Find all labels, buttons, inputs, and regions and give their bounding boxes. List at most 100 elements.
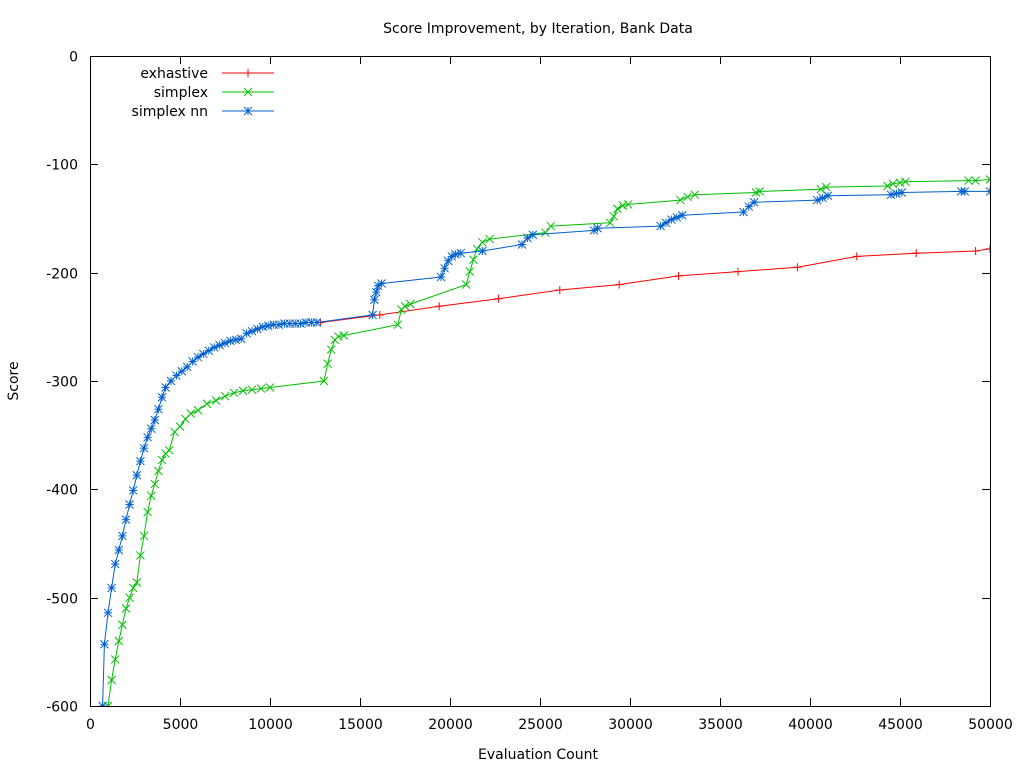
- data-point: [605, 218, 615, 228]
- data-point: [971, 247, 980, 255]
- data-point: [334, 332, 343, 341]
- data-point: [164, 445, 174, 455]
- data-point: [157, 455, 167, 465]
- data-point: [157, 392, 167, 402]
- data-point: [674, 271, 683, 280]
- data-point: [323, 359, 332, 369]
- data-point: [623, 200, 633, 209]
- legend-label: exhastive: [140, 66, 208, 82]
- data-point: [478, 246, 487, 256]
- data-point: [326, 345, 336, 354]
- x-axis-label: Evaluation Count: [478, 747, 598, 763]
- data-point: [118, 620, 127, 630]
- legend-label: simplex nn: [132, 104, 208, 120]
- data-point: [897, 188, 907, 197]
- data-point: [125, 500, 134, 509]
- x-tick-label: 10000: [248, 717, 293, 733]
- data-point: [985, 187, 990, 196]
- data-point: [436, 272, 446, 282]
- data-point: [193, 405, 203, 415]
- data-point: [618, 201, 628, 210]
- y-tick-label: -600: [46, 700, 78, 716]
- data-point: [154, 466, 163, 476]
- data-point: [371, 287, 381, 297]
- data-point: [816, 184, 826, 194]
- x-tick-label: 5000: [163, 717, 199, 733]
- data-point: [593, 223, 602, 233]
- y-tick-label: 0: [69, 50, 78, 66]
- data-point: [901, 177, 910, 187]
- data-point: [143, 507, 152, 517]
- data-point: [146, 424, 156, 434]
- data-point: [377, 279, 386, 288]
- data-point: [676, 195, 685, 205]
- data-point: [166, 376, 176, 386]
- data-point: [128, 583, 138, 593]
- x-tick-label: 20000: [428, 717, 473, 733]
- data-point: [755, 187, 764, 196]
- data-point: [478, 237, 487, 247]
- data-point: [406, 299, 415, 309]
- x-tick-label: 15000: [338, 717, 383, 733]
- data-point: [370, 295, 379, 305]
- data-point: [615, 280, 624, 289]
- data-point: [247, 385, 257, 395]
- data-point: [231, 335, 241, 345]
- data-point: [465, 267, 475, 276]
- legend-item: simplex nn: [132, 104, 274, 120]
- x-tick-label: 40000: [788, 717, 833, 733]
- series-simplex-nn: [98, 187, 990, 706]
- data-point: [375, 310, 384, 319]
- data-point: [172, 371, 181, 380]
- series-exhastive: [316, 244, 990, 327]
- legend-item: simplex: [154, 85, 274, 101]
- data-point: [852, 252, 861, 261]
- y-tick-label: -100: [46, 158, 78, 174]
- y-tick-label: -300: [46, 375, 78, 391]
- data-point: [274, 320, 284, 330]
- data-point: [146, 491, 156, 501]
- series-line: [107, 179, 990, 706]
- data-point: [211, 396, 221, 405]
- x-tick-label: 45000: [878, 717, 923, 733]
- data-point: [121, 604, 131, 613]
- data-point: [238, 386, 248, 396]
- data-point: [821, 182, 831, 192]
- data-point: [229, 388, 239, 398]
- data-point: [136, 456, 145, 466]
- plot-frame: [90, 56, 991, 707]
- data-point: [985, 175, 990, 184]
- data-point: [258, 322, 268, 332]
- data-point: [469, 255, 478, 265]
- data-point: [296, 319, 305, 328]
- data-point: [749, 197, 759, 207]
- data-point: [886, 190, 896, 200]
- x-tick-label: 35000: [698, 717, 743, 733]
- data-point: [100, 639, 109, 649]
- data-point: [186, 409, 196, 418]
- data-point: [114, 545, 124, 555]
- data-point: [188, 357, 197, 366]
- data-point: [734, 267, 742, 276]
- data-point: [143, 432, 152, 442]
- data-point: [243, 87, 253, 97]
- data-point: [555, 286, 564, 294]
- data-point: [265, 383, 275, 392]
- data-point: [971, 176, 980, 185]
- data-point: [125, 593, 134, 603]
- series-simplex: [103, 175, 990, 706]
- data-point: [114, 636, 124, 646]
- series-line: [102, 190, 990, 706]
- data-point: [220, 391, 230, 401]
- y-tick-label: -400: [46, 483, 78, 499]
- data-point: [177, 366, 187, 376]
- legend-label: simplex: [154, 85, 208, 101]
- data-point: [883, 181, 892, 191]
- data-point: [656, 221, 665, 231]
- data-point: [456, 248, 466, 258]
- data-point: [744, 202, 754, 211]
- data-point: [339, 331, 349, 340]
- legend-item: exhastive: [140, 66, 274, 82]
- data-point: [400, 301, 410, 311]
- data-point: [960, 187, 970, 196]
